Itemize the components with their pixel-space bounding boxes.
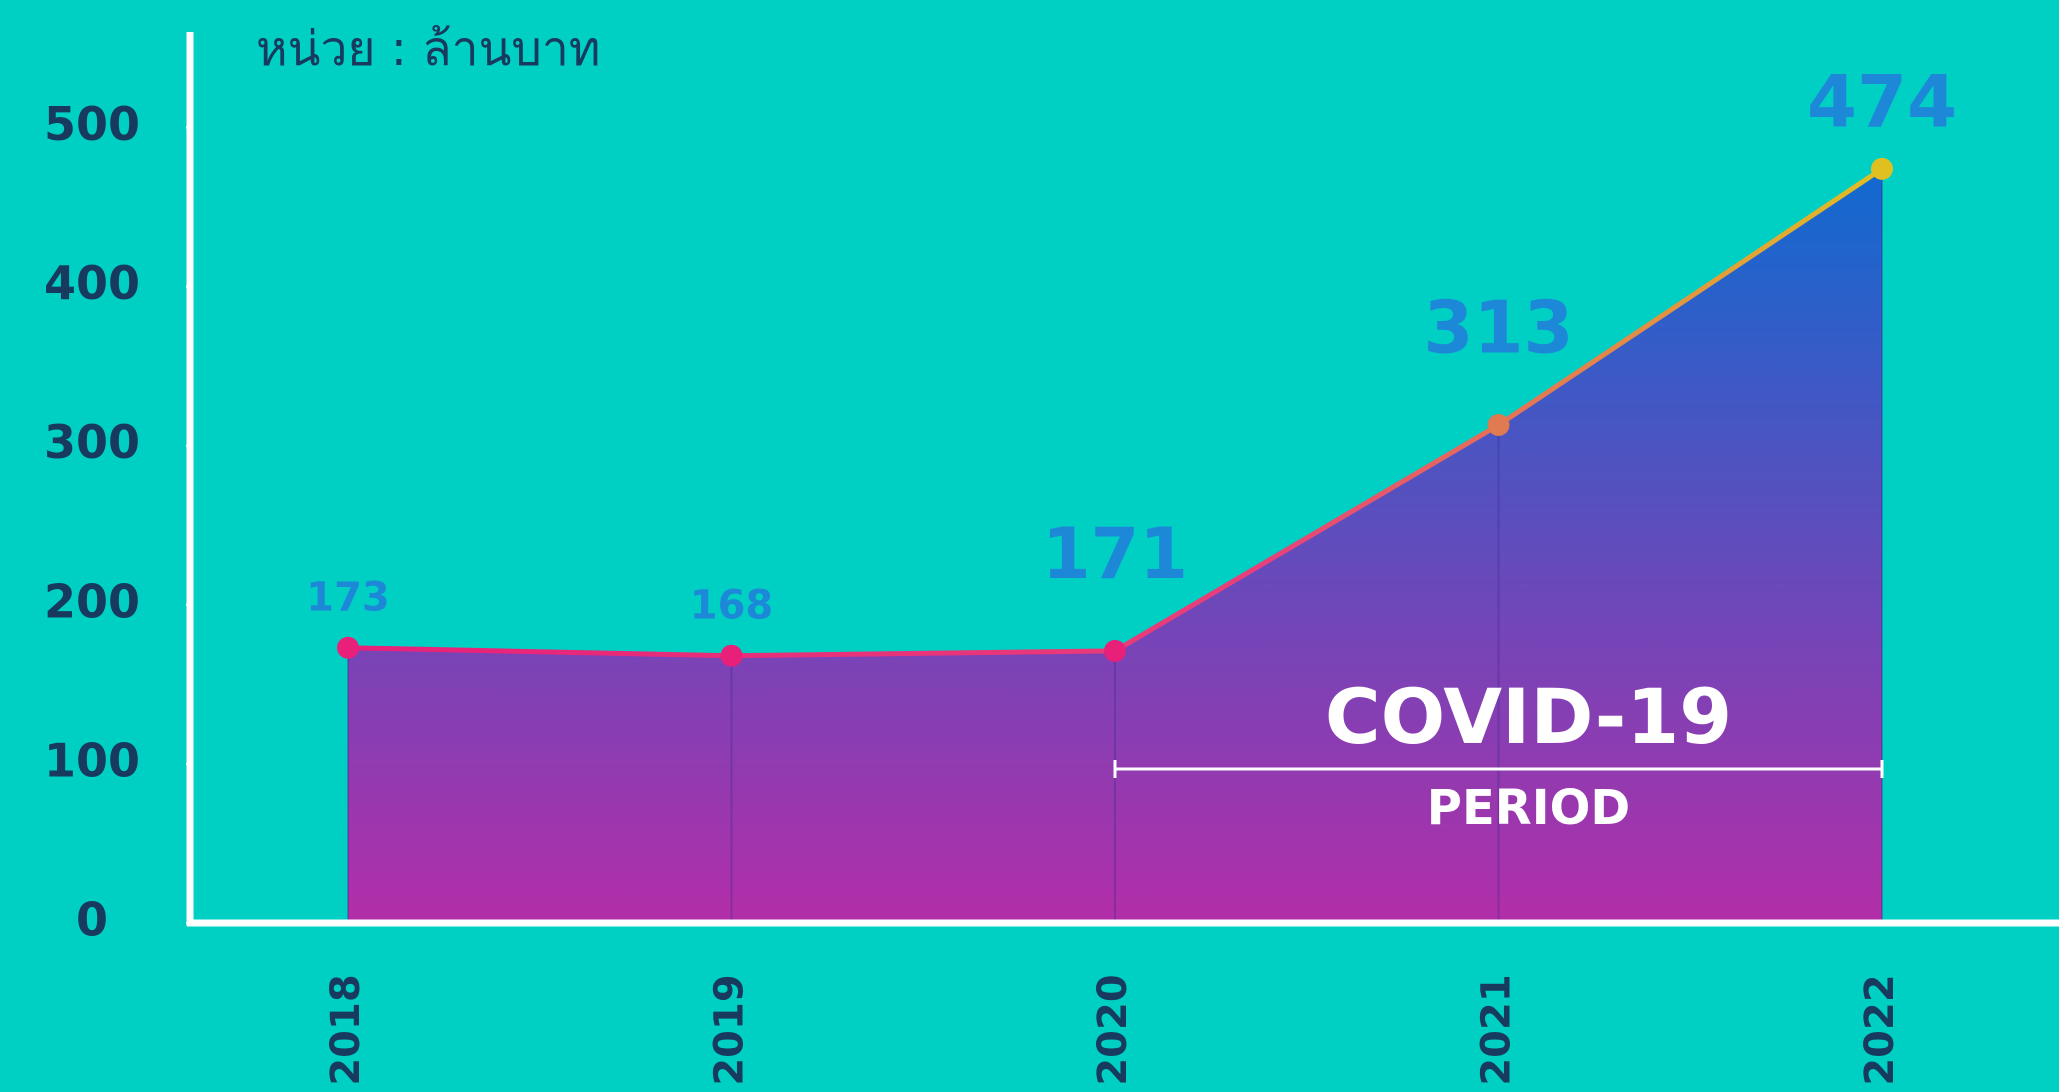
value-label: 474 [1807, 59, 1957, 143]
point [1871, 157, 1893, 180]
y-tick-label: 400 [44, 256, 140, 310]
y-tick-label: 0 [76, 893, 108, 947]
unit-label: หน่วย : ล้านบาท [256, 21, 600, 77]
y-tick-label: 500 [44, 97, 140, 151]
x-tick-label: 2020 [1090, 974, 1136, 1085]
y-tick-label: 300 [44, 415, 140, 469]
x-tick-label: 2022 [1857, 974, 1903, 1085]
value-label: 173 [306, 575, 390, 621]
y-tick-label: 200 [44, 574, 140, 628]
annotation-sublabel: PERIOD [1427, 780, 1630, 836]
x-tick-label: 2018 [323, 974, 369, 1085]
annotation-label: COVID-19 [1325, 672, 1732, 761]
point [720, 644, 743, 667]
value-label: 313 [1423, 286, 1573, 370]
x-tick-label: 2021 [1474, 974, 1520, 1085]
x-tick-label: 2019 [707, 974, 753, 1085]
point [1104, 639, 1126, 662]
point [337, 636, 359, 659]
value-label: 171 [1042, 513, 1188, 595]
point [1487, 413, 1510, 436]
y-tick-label: 100 [44, 733, 140, 787]
area-fill [348, 168, 1882, 923]
value-label: 168 [690, 583, 774, 629]
